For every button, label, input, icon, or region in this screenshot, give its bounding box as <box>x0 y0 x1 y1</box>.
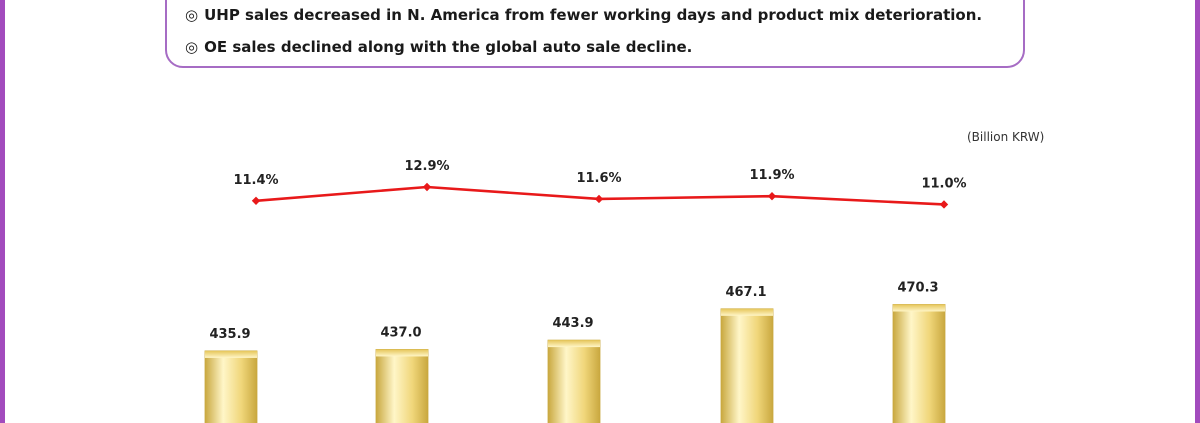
line-marker <box>767 192 777 201</box>
line-marker <box>939 200 949 209</box>
bar-value-label: 467.1 <box>725 285 766 300</box>
line-value-label: 11.9% <box>749 168 794 183</box>
bar-3 <box>720 308 774 423</box>
line-marker <box>422 182 432 192</box>
note-text: OE sales declined along with the global … <box>204 38 693 56</box>
note-line-uhp: ◎ UHP sales decreased in N. America from … <box>185 6 982 24</box>
bar-cap-2 <box>548 340 600 348</box>
line-value-label: 12.9% <box>404 159 449 174</box>
unit-label: (Billion KRW) <box>967 130 1045 144</box>
line-value-label: 11.6% <box>576 171 621 186</box>
bar-cap-3 <box>721 308 773 316</box>
bar-value-label: 470.3 <box>897 280 938 295</box>
bar-1 <box>375 349 429 423</box>
bar-cap-4 <box>893 304 945 312</box>
line-value-label: 11.4% <box>233 173 278 188</box>
note-bullet-icon: ◎ <box>185 6 199 24</box>
bar-value-label: 435.9 <box>209 327 250 342</box>
note-bullet-icon: ◎ <box>185 38 199 56</box>
bar-2 <box>547 339 601 423</box>
line-marker <box>594 194 604 204</box>
bar-value-label: 443.9 <box>552 316 593 331</box>
note-line-oe: ◎ OE sales declined along with the global… <box>185 38 692 56</box>
note-text: UHP sales decreased in N. America from f… <box>204 6 983 24</box>
bar-0 <box>204 350 258 423</box>
summary-notes-box: ◎ UHP sales decreased in N. America from … <box>165 0 1025 68</box>
bar-cap-0 <box>205 350 257 358</box>
line-marker <box>251 196 261 205</box>
bar-value-label: 437.0 <box>380 325 421 340</box>
line-value-label: 11.0% <box>921 176 966 191</box>
bar-4 <box>892 304 946 423</box>
bar-cap-1 <box>376 349 428 357</box>
